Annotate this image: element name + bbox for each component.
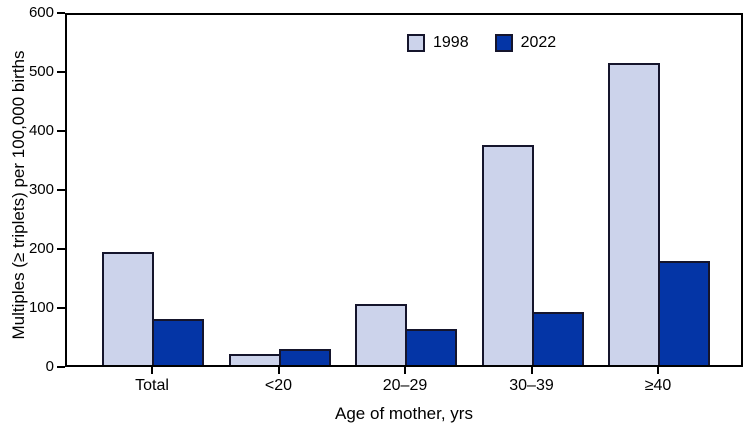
bar-1998-3039	[481, 145, 534, 365]
legend-swatch-2022	[494, 34, 513, 52]
y-tick-mark-0	[57, 366, 65, 368]
bar-2022-20	[278, 349, 331, 365]
x-category-label-0: Total	[135, 377, 169, 394]
bar-1998-40	[608, 63, 660, 365]
bar-2022-2029	[405, 329, 457, 365]
y-tick-label-0: 0	[45, 358, 54, 375]
x-tick-mark-1	[277, 367, 280, 374]
x-axis-title: Age of mother, yrs	[335, 404, 473, 423]
bar-1998-total	[102, 252, 154, 365]
bars-layer	[67, 15, 741, 365]
x-category-label-4: ≥40	[644, 377, 672, 394]
bar-1998-2029	[355, 304, 407, 365]
y-tick-label-200: 200	[28, 240, 54, 257]
y-tick-mark-300	[57, 189, 65, 191]
y-tick-mark-500	[57, 71, 65, 73]
y-tick-mark-200	[57, 248, 65, 250]
x-tick-mark-2	[404, 367, 406, 374]
legend-swatch-1998	[407, 34, 425, 52]
y-tick-mark-600	[57, 12, 65, 14]
x-tick-mark-3	[530, 367, 533, 374]
x-tick-mark-4	[657, 367, 659, 374]
x-category-label-1: <20	[264, 377, 293, 394]
bar-2022-40	[658, 261, 710, 365]
x-category-label-3: 30–39	[509, 377, 554, 394]
y-tick-label-600: 600	[28, 4, 54, 21]
y-tick-mark-100	[57, 307, 65, 309]
plot-area: 1998 2022	[65, 13, 743, 367]
legend-item-2022: 2022	[494, 34, 557, 52]
y-tick-label-500: 500	[28, 63, 54, 80]
y-tick-label-400: 400	[28, 122, 54, 139]
legend-label-1998: 1998	[433, 34, 469, 51]
x-tick-mark-0	[151, 367, 153, 374]
legend: 1998 2022	[407, 34, 556, 52]
legend-label-2022: 2022	[520, 34, 557, 51]
y-tick-label-100: 100	[28, 299, 54, 316]
y-tick-mark-400	[57, 130, 65, 132]
bar-2022-3039	[531, 312, 584, 365]
bar-1998-20	[228, 354, 281, 365]
y-tick-label-300: 300	[28, 181, 54, 198]
bar-2022-total	[152, 319, 204, 365]
legend-item-1998: 1998	[407, 34, 469, 52]
x-category-label-2: 20–29	[382, 377, 428, 394]
